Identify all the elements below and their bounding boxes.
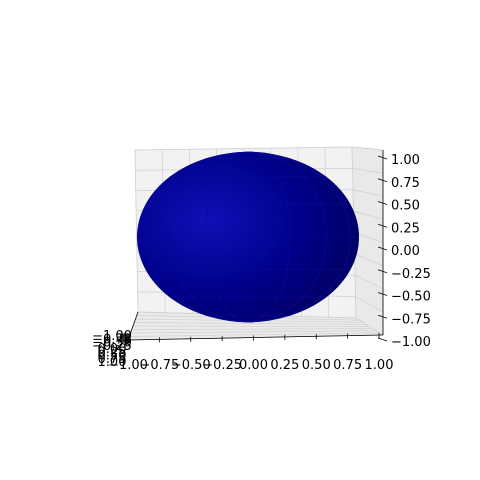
x-tick-label: −1.00 (108, 358, 148, 373)
z-tick (377, 269, 388, 274)
grid-line (354, 274, 384, 290)
y-tick-label: 1.00 (98, 355, 127, 370)
grid-line (354, 253, 384, 266)
y-axis: −1.00−0.75−0.50−0.250.000.250.500.751.00 (92, 311, 139, 370)
z-tick-label: −0.75 (391, 312, 431, 327)
z-tick (377, 246, 388, 251)
x-tick-label: 0.75 (333, 358, 362, 373)
z-tick-label: 0.50 (391, 199, 420, 214)
y-tick-label: 0.75 (98, 352, 127, 367)
z-tick (377, 337, 388, 342)
grid-line (352, 168, 384, 174)
x-tick-label: −0.50 (171, 358, 211, 373)
grid-line (132, 325, 370, 327)
z-tick (377, 292, 388, 296)
mesh-longitude (145, 151, 351, 323)
grid-line (131, 328, 373, 330)
z-tick (377, 223, 388, 228)
y-tick-label: −0.25 (92, 339, 132, 354)
grid-line (351, 146, 384, 151)
x-tick-label: 1.00 (365, 358, 394, 373)
grid-line (355, 296, 384, 313)
grid-line (129, 332, 380, 337)
z-tick-label: 0.25 (391, 221, 420, 236)
z-tick (377, 178, 388, 183)
grid-line (353, 210, 384, 220)
z-tick (377, 314, 388, 319)
z-tick (377, 155, 388, 160)
y-tick-label: 0.00 (98, 342, 127, 357)
z-tick-label: 0.00 (391, 244, 420, 259)
sphere-mesh (137, 151, 359, 323)
x-axis-line (127, 334, 384, 341)
grid-line (130, 330, 377, 334)
z-axis: −1.00 −0.75 −0.50 −0.25 0.00 0.25 0.50 0.75 1.00 (377, 150, 431, 350)
grid-line (352, 189, 384, 197)
x-tick-label: −0.25 (202, 358, 242, 373)
z-tick-label: −1.00 (391, 335, 431, 350)
x-tick-label: −0.75 (139, 358, 179, 373)
y-tick-label: 0.50 (98, 349, 127, 364)
z-tick-label: 1.00 (391, 153, 420, 168)
grid-line (134, 146, 353, 151)
grid-line (134, 322, 367, 325)
x-tick-label: 0.00 (239, 358, 268, 373)
z-tick-label: −0.25 (391, 267, 431, 282)
x-tick-label: 0.25 (270, 358, 299, 373)
z-tick-label: −0.50 (391, 290, 431, 305)
y-tick-label: 0.25 (98, 345, 127, 360)
x-axis: −1.00−0.75−0.50−0.250.00 0.25 0.50 0.75 1.00 (108, 333, 393, 373)
z-tick (377, 201, 388, 205)
x-tick-label: 0.50 (302, 358, 331, 373)
z-tick-label: 0.75 (391, 176, 420, 191)
